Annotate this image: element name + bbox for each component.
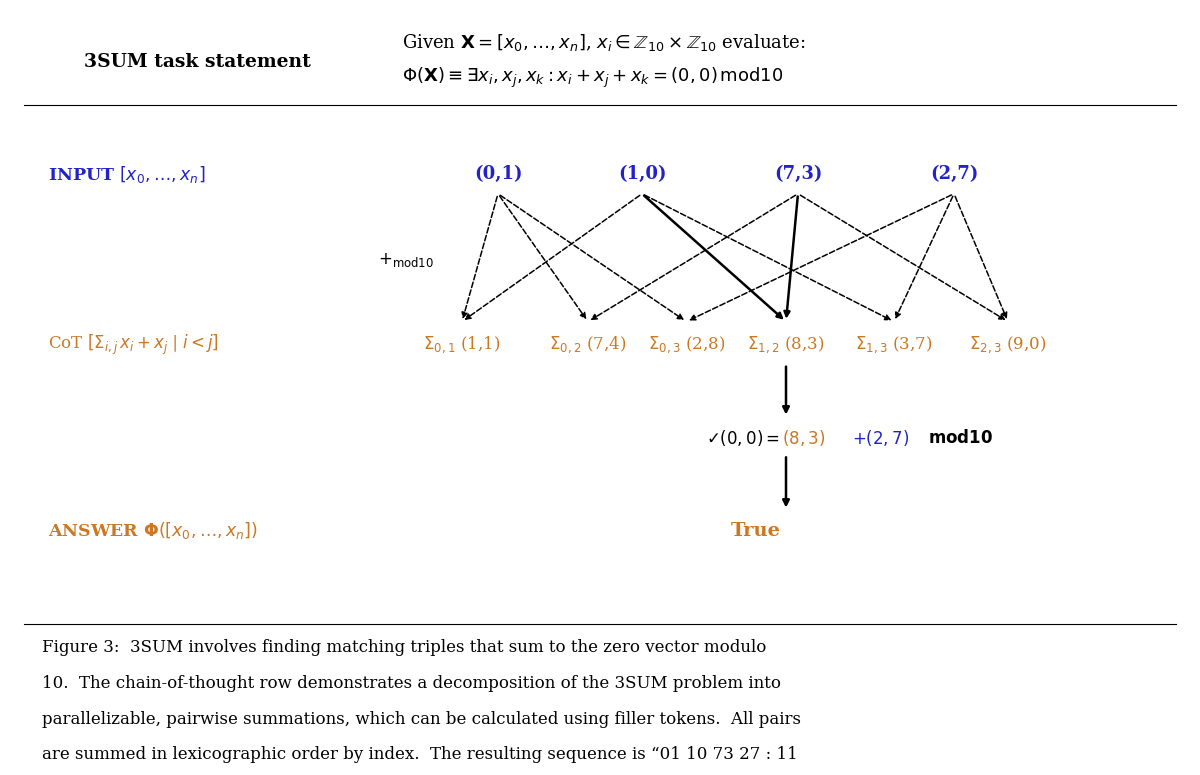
FancyArrowPatch shape <box>592 195 796 319</box>
FancyArrowPatch shape <box>644 195 890 319</box>
Text: $\Sigma_{0,1}$ (1,1): $\Sigma_{0,1}$ (1,1) <box>424 335 500 355</box>
Text: ANSWER $\mathbf{\Phi}([x_0, \ldots, x_n])$: ANSWER $\mathbf{\Phi}([x_0, \ldots, x_n]… <box>48 520 258 542</box>
Text: parallelizable, pairwise summations, which can be calculated using filler tokens: parallelizable, pairwise summations, whi… <box>42 711 802 728</box>
Text: are summed in lexicographic order by index.  The resulting sequence is “01 10 73: are summed in lexicographic order by ind… <box>42 746 798 763</box>
Text: $\mathbf{mod10}$: $\mathbf{mod10}$ <box>928 429 992 447</box>
Text: $\checkmark(0,0)=$: $\checkmark(0,0)=$ <box>706 428 780 448</box>
Text: (0,1): (0,1) <box>474 165 522 184</box>
FancyArrowPatch shape <box>800 195 1004 319</box>
FancyArrowPatch shape <box>784 367 788 412</box>
Text: Figure 3:  3SUM involves finding matching triples that sum to the zero vector mo: Figure 3: 3SUM involves finding matching… <box>42 639 767 656</box>
Text: True: True <box>731 522 781 540</box>
FancyArrowPatch shape <box>690 195 952 320</box>
Text: $(8,3)$: $(8,3)$ <box>782 428 826 448</box>
Text: Given $\mathbf{X} = [x_0, \ldots, x_n]$, $x_i \in \mathbb{Z}_{10} \times \mathbb: Given $\mathbf{X} = [x_0, \ldots, x_n]$,… <box>402 32 805 53</box>
Text: $\Sigma_{0,3}$ (2,8): $\Sigma_{0,3}$ (2,8) <box>648 335 725 355</box>
FancyArrowPatch shape <box>895 196 953 318</box>
FancyArrowPatch shape <box>644 195 782 318</box>
Text: $+(2,7)$: $+(2,7)$ <box>852 428 910 448</box>
FancyArrowPatch shape <box>499 196 586 318</box>
Text: $\Phi(\mathbf{X}) \equiv \exists x_i, x_j, x_k : x_i + x_j + x_k = (0,0)\,\mathr: $\Phi(\mathbf{X}) \equiv \exists x_i, x_… <box>402 65 784 90</box>
FancyArrowPatch shape <box>955 196 1007 318</box>
Text: (1,0): (1,0) <box>618 165 666 184</box>
Text: (2,7): (2,7) <box>930 165 978 184</box>
FancyArrowPatch shape <box>500 195 683 319</box>
FancyArrowPatch shape <box>785 197 798 316</box>
Text: $\Sigma_{0,2}$ (7,4): $\Sigma_{0,2}$ (7,4) <box>550 335 626 355</box>
Text: INPUT $[x_0, \ldots, x_n]$: INPUT $[x_0, \ldots, x_n]$ <box>48 164 205 185</box>
Text: $\Sigma_{2,3}$ (9,0): $\Sigma_{2,3}$ (9,0) <box>970 335 1046 355</box>
Text: CoT $[\Sigma_{i,j}\, x_i + x_j \mid i < j]$: CoT $[\Sigma_{i,j}\, x_i + x_j \mid i < … <box>48 332 218 357</box>
Text: $\Sigma_{1,2}$ (8,3): $\Sigma_{1,2}$ (8,3) <box>748 335 824 355</box>
Text: 10.  The chain-of-thought row demonstrates a decomposition of the 3SUM problem i: 10. The chain-of-thought row demonstrate… <box>42 675 781 692</box>
Text: $\Sigma_{1,3}$ (3,7): $\Sigma_{1,3}$ (3,7) <box>856 335 932 355</box>
Text: $+_{\mathrm{mod10}}$: $+_{\mathrm{mod10}}$ <box>378 250 434 269</box>
FancyArrowPatch shape <box>462 196 497 317</box>
FancyArrowPatch shape <box>466 195 640 319</box>
Text: (7,3): (7,3) <box>774 165 822 184</box>
FancyArrowPatch shape <box>784 457 788 505</box>
Text: 3SUM task statement: 3SUM task statement <box>84 53 311 71</box>
